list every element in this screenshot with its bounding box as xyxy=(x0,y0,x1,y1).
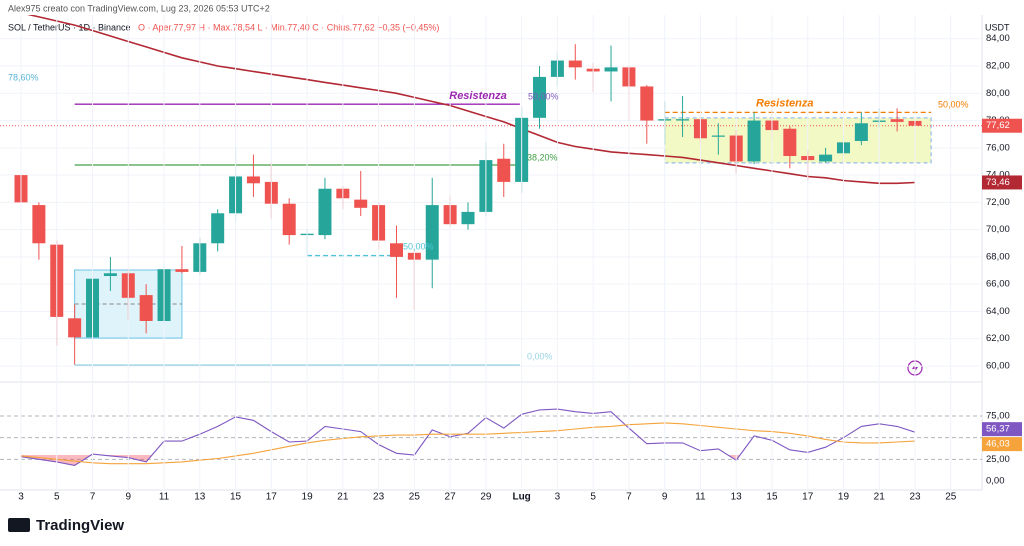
y-tick-label: 82,00 xyxy=(986,61,1010,72)
ma-line xyxy=(27,15,916,185)
fib-label: 78,60% xyxy=(8,72,39,82)
value-tag xyxy=(982,175,1022,190)
x-tick-label: 25 xyxy=(945,492,957,503)
x-tick-label: 11 xyxy=(695,492,706,503)
x-tick-label: 13 xyxy=(731,492,743,503)
fib-label: 38,20% xyxy=(527,152,558,162)
candle-body xyxy=(103,273,117,276)
y-tick-label: 76,00 xyxy=(986,142,1010,153)
candle-body xyxy=(425,205,439,260)
x-tick-label: 3 xyxy=(18,492,24,503)
x-tick-label: 21 xyxy=(874,492,886,503)
fib-label: 50,00% xyxy=(403,241,434,251)
fib-label: 50,00% xyxy=(528,91,559,101)
x-tick-label: 5 xyxy=(54,492,60,503)
x-tick-label: 23 xyxy=(373,492,385,503)
price-pane xyxy=(0,15,982,367)
x-tick-label: 15 xyxy=(230,492,242,503)
value-tag-label: 46,03 xyxy=(986,439,1010,450)
x-tick-label: 15 xyxy=(766,492,778,503)
credit: Alex975 creato con TradingView.com, Lug … xyxy=(8,3,270,13)
y-tick-label: 60,00 xyxy=(986,361,1010,372)
symbol: SOL / TetherUS · 1D · Binance xyxy=(8,22,131,32)
osc-tick-label: 75,00 xyxy=(986,411,1010,422)
x-tick-label: 9 xyxy=(125,492,131,503)
candle-body xyxy=(568,60,582,68)
x-tick-label: 3 xyxy=(555,492,561,503)
logo-text: TradingView xyxy=(36,517,124,534)
y-tick-label: 70,00 xyxy=(986,224,1010,235)
y-tick-label: 62,00 xyxy=(986,333,1010,344)
candle-body xyxy=(246,176,260,184)
y-tick-label: 84,00 xyxy=(986,33,1010,44)
candle-body xyxy=(533,76,547,118)
x-tick-label: 11 xyxy=(159,492,170,503)
x-tick-label: 29 xyxy=(480,492,492,503)
x-tick-label: 13 xyxy=(194,492,206,503)
value-tag-label: 73,46 xyxy=(986,177,1010,188)
candle-body xyxy=(68,318,82,338)
candle-body xyxy=(854,123,868,141)
currency: USDT xyxy=(985,22,1010,32)
candle-body xyxy=(640,86,654,121)
candle-body xyxy=(747,120,761,162)
x-tick-label: 7 xyxy=(90,492,96,503)
x-tick-label: Lug xyxy=(512,492,530,503)
candle-body xyxy=(890,119,904,122)
x-tick-label: 5 xyxy=(590,492,596,503)
candle-body xyxy=(175,269,189,272)
value-tag xyxy=(982,437,1022,452)
x-tick-label: 7 xyxy=(626,492,632,503)
candle-body xyxy=(819,154,833,162)
logo: TradingView xyxy=(8,517,124,534)
x-tick-label: 19 xyxy=(838,492,850,503)
x-tick-label: 27 xyxy=(445,492,457,503)
y-tick-label: 80,00 xyxy=(986,88,1010,99)
candle-body xyxy=(711,135,725,137)
x-tick-label: 19 xyxy=(302,492,314,503)
drawing-label: Resistenza xyxy=(756,97,813,109)
x-tick-label: 21 xyxy=(337,492,349,503)
y-tick-label: 66,00 xyxy=(986,279,1010,290)
candle-body xyxy=(604,67,618,72)
candle-body xyxy=(211,213,225,244)
candle-body xyxy=(139,295,153,321)
value-tag xyxy=(982,422,1022,437)
x-tick-label: 9 xyxy=(662,492,668,503)
value-tag-label: 77,62 xyxy=(986,120,1010,131)
oscillator-pane xyxy=(0,408,982,466)
value-tag xyxy=(982,118,1022,133)
osc-line xyxy=(20,408,916,466)
osc-tick-label: 25,00 xyxy=(986,454,1010,465)
x-tick-label: 17 xyxy=(802,492,814,503)
candle-body xyxy=(318,188,332,236)
ohlc: O · Aper.77,97 H · Max.78,54 L · Min.77,… xyxy=(138,22,439,32)
y-tick-label: 74,00 xyxy=(986,170,1010,181)
fib-label: 50,00% xyxy=(938,99,969,109)
y-tick-label: 64,00 xyxy=(986,306,1010,317)
drawing-label: Resistenza xyxy=(449,90,506,102)
candle-body xyxy=(32,205,46,244)
candle-body xyxy=(783,128,797,156)
osc-line xyxy=(20,422,916,465)
candle-body xyxy=(497,158,511,182)
y-tick-label: 72,00 xyxy=(986,197,1010,208)
candle-body xyxy=(676,119,690,121)
fib-label: 0,00% xyxy=(527,351,553,361)
candle-body xyxy=(389,243,403,257)
candle-body xyxy=(461,211,475,225)
y-tick-label: 68,00 xyxy=(986,251,1010,262)
x-tick-label: 17 xyxy=(266,492,278,503)
zone-box xyxy=(664,117,932,164)
x-tick-label: 25 xyxy=(409,492,421,503)
osc-tick-label: 0,00 xyxy=(986,476,1005,487)
candle-body xyxy=(282,203,296,236)
x-tick-label: 23 xyxy=(909,492,921,503)
value-tag-label: 56,37 xyxy=(986,424,1010,435)
candle-body xyxy=(354,199,368,208)
